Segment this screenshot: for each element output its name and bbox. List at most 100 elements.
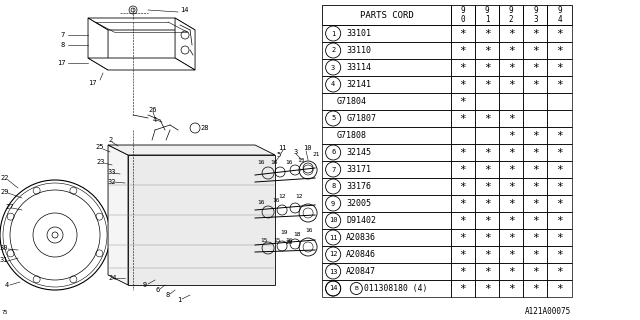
Text: 32145: 32145 xyxy=(346,148,371,157)
Text: *: * xyxy=(556,29,563,39)
Text: 4: 4 xyxy=(153,117,157,123)
Text: *: * xyxy=(484,148,490,158)
Text: 23: 23 xyxy=(96,159,104,165)
Text: *: * xyxy=(556,216,563,226)
Bar xyxy=(524,246,547,263)
Text: *: * xyxy=(556,267,563,277)
Text: *: * xyxy=(484,29,490,39)
Text: *: * xyxy=(508,29,515,39)
Bar xyxy=(451,246,475,263)
Text: 33114: 33114 xyxy=(346,63,371,72)
Text: *: * xyxy=(484,114,490,124)
Text: *: * xyxy=(460,114,467,124)
Bar xyxy=(475,178,499,195)
Bar xyxy=(524,5,547,25)
Text: *: * xyxy=(484,46,490,56)
Text: *: * xyxy=(556,63,563,73)
Text: *: * xyxy=(484,267,490,277)
Bar xyxy=(322,127,451,144)
Text: *: * xyxy=(508,199,515,209)
Text: 14: 14 xyxy=(180,7,189,13)
Text: *: * xyxy=(532,131,539,141)
Text: 25: 25 xyxy=(95,144,104,150)
Text: 30: 30 xyxy=(0,245,8,251)
Text: 11: 11 xyxy=(329,235,337,241)
Text: 19: 19 xyxy=(280,229,287,235)
Text: *: * xyxy=(532,29,539,39)
Bar xyxy=(547,178,572,195)
Bar xyxy=(451,25,475,42)
Text: *: * xyxy=(460,199,467,209)
Bar xyxy=(322,42,451,59)
Bar xyxy=(547,144,572,161)
Text: *: * xyxy=(484,216,490,226)
Bar xyxy=(451,5,475,25)
Polygon shape xyxy=(175,18,195,70)
Bar xyxy=(451,195,475,212)
Text: 13: 13 xyxy=(329,268,337,275)
Bar xyxy=(475,246,499,263)
Bar xyxy=(451,229,475,246)
Text: 5: 5 xyxy=(331,116,335,122)
Bar xyxy=(475,280,499,297)
Bar xyxy=(499,59,524,76)
Bar xyxy=(475,59,499,76)
Text: *: * xyxy=(508,114,515,124)
Text: *: * xyxy=(460,182,467,192)
Text: 3: 3 xyxy=(533,15,538,24)
Bar xyxy=(451,59,475,76)
Bar xyxy=(475,76,499,93)
Bar xyxy=(499,161,524,178)
Bar xyxy=(322,195,451,212)
Text: *: * xyxy=(532,199,539,209)
Bar xyxy=(322,178,451,195)
Polygon shape xyxy=(88,18,108,70)
Text: 22: 22 xyxy=(0,175,8,181)
Text: *: * xyxy=(556,148,563,158)
Bar xyxy=(451,93,475,110)
Bar xyxy=(322,25,451,42)
Text: 1: 1 xyxy=(484,15,490,24)
Text: 27: 27 xyxy=(5,204,13,210)
Text: *: * xyxy=(508,63,515,73)
Text: *: * xyxy=(460,165,467,175)
Text: *: * xyxy=(532,284,539,294)
Bar xyxy=(499,263,524,280)
Bar xyxy=(547,76,572,93)
Text: A20846: A20846 xyxy=(346,250,376,259)
Text: D91402: D91402 xyxy=(346,216,376,225)
Bar xyxy=(475,161,499,178)
Text: 16: 16 xyxy=(257,159,264,164)
Text: *: * xyxy=(556,233,563,243)
Bar xyxy=(547,25,572,42)
Text: *: * xyxy=(460,63,467,73)
Bar xyxy=(524,263,547,280)
Bar xyxy=(524,178,547,195)
Text: *: * xyxy=(508,182,515,192)
Text: 0: 0 xyxy=(461,15,465,24)
Text: G71808: G71808 xyxy=(336,131,366,140)
Text: 17: 17 xyxy=(57,60,65,66)
Bar xyxy=(524,144,547,161)
Bar xyxy=(547,212,572,229)
Text: 12: 12 xyxy=(295,195,303,199)
Bar xyxy=(475,110,499,127)
Text: 9: 9 xyxy=(143,282,147,288)
Text: 9: 9 xyxy=(461,6,465,15)
Bar xyxy=(475,127,499,144)
Bar xyxy=(475,229,499,246)
Text: *: * xyxy=(508,131,515,141)
Text: 9: 9 xyxy=(557,6,562,15)
Text: *: * xyxy=(484,165,490,175)
Text: *: * xyxy=(484,199,490,209)
Text: *: * xyxy=(484,233,490,243)
Text: 16: 16 xyxy=(272,198,280,204)
Text: 13: 13 xyxy=(297,158,305,164)
Bar xyxy=(475,5,499,25)
Text: 9: 9 xyxy=(509,6,513,15)
Bar xyxy=(451,127,475,144)
Text: *: * xyxy=(508,46,515,56)
Text: 6: 6 xyxy=(155,287,159,293)
Bar xyxy=(547,110,572,127)
Bar xyxy=(499,76,524,93)
